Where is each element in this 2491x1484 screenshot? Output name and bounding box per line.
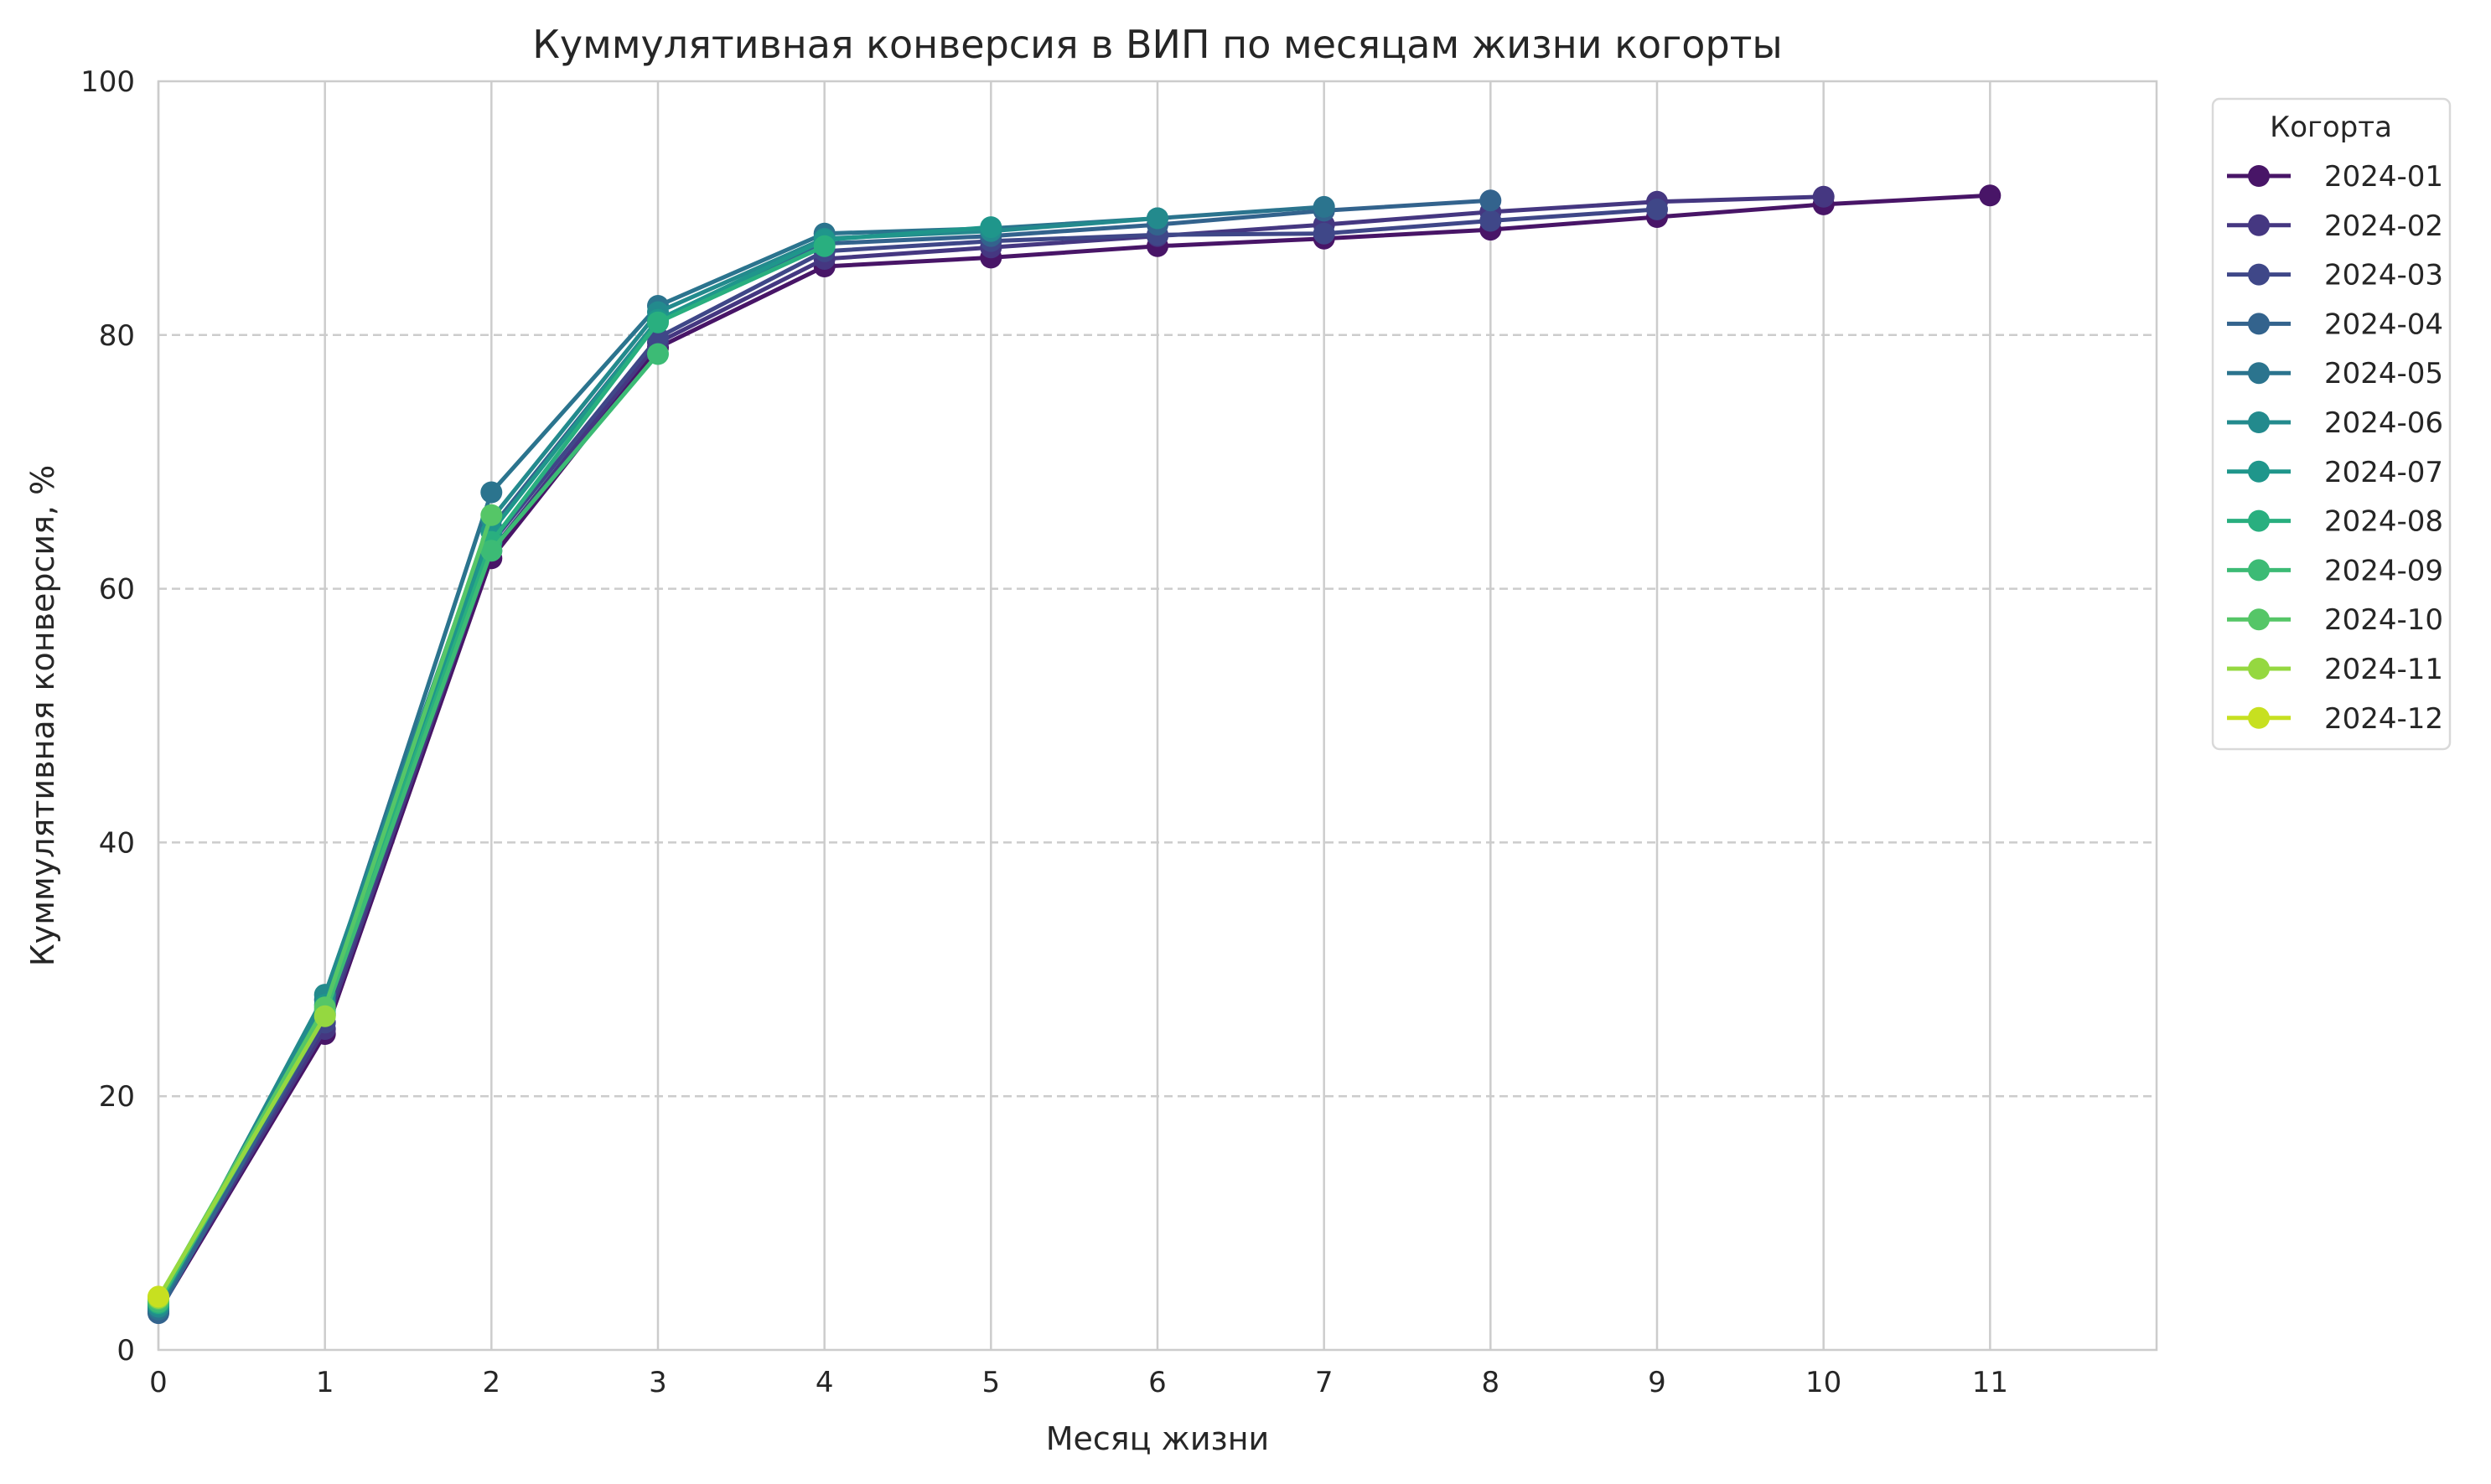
legend-label: 2024-02	[2324, 209, 2443, 243]
data-point	[980, 216, 1002, 239]
legend-item: 2024-11	[2227, 653, 2443, 686]
data-point	[1812, 185, 1835, 208]
legend-item: 2024-05	[2227, 357, 2443, 390]
x-tick-label: 6	[1148, 1366, 1167, 1399]
x-tick-label: 3	[649, 1366, 667, 1399]
data-point	[1646, 198, 1668, 220]
grid	[157, 81, 2157, 1350]
legend-label: 2024-09	[2324, 554, 2443, 587]
legend-marker	[2248, 411, 2270, 433]
series-group	[148, 184, 2002, 1325]
legend-frame	[2211, 97, 2452, 751]
legend-label: 2024-03	[2324, 259, 2443, 292]
legend-label: 2024-01	[2324, 160, 2443, 194]
x-tick-label: 0	[149, 1366, 168, 1399]
series-line	[156, 193, 1991, 1313]
data-point	[647, 343, 669, 365]
data-point	[148, 1285, 169, 1308]
data-point	[480, 504, 503, 526]
data-point	[1479, 189, 1502, 212]
x-tick-label: 11	[1972, 1366, 2008, 1399]
legend-item: 2024-10	[2227, 603, 2443, 637]
legend-marker	[2248, 559, 2270, 582]
legend-item: 2024-08	[2227, 505, 2443, 539]
data-point	[1147, 207, 1168, 230]
data-point	[647, 311, 669, 334]
y-tick-label: 100	[80, 65, 135, 99]
x-tick-label: 4	[816, 1366, 834, 1399]
chart-title: Куммулятивная конверсия в ВИП по месяцам…	[532, 22, 1783, 67]
y-axis-label: Куммулятивная конверсия, %	[24, 465, 61, 966]
legend-marker	[2248, 165, 2270, 187]
data-point	[313, 1005, 336, 1027]
data-point	[1979, 184, 2002, 207]
x-tick-label: 9	[1648, 1366, 1666, 1399]
y-tick-label: 0	[117, 1334, 135, 1368]
legend-item: 2024-07	[2227, 456, 2443, 489]
legend-marker	[2248, 706, 2270, 729]
axis-ticks: 0 1 2 3 4 5 6 7 8 9 10 11 0 20 40 60 80 100	[80, 65, 2008, 1399]
legend-item: 2024-02	[2227, 209, 2443, 243]
data-point	[480, 540, 503, 562]
y-tick-label: 20	[99, 1080, 135, 1114]
legend-label: 2024-11	[2324, 653, 2443, 686]
legend-marker	[2248, 608, 2270, 631]
plot-frame	[157, 80, 2158, 1352]
y-tick-label: 80	[99, 319, 135, 353]
data-point	[480, 481, 503, 504]
legend-marker	[2248, 658, 2270, 680]
x-tick-label: 7	[1315, 1366, 1334, 1399]
series-line	[156, 1015, 327, 1300]
legend-marker	[2248, 460, 2270, 483]
x-axis-label: Месяц жизни	[1046, 1420, 1270, 1457]
legend-label: 2024-10	[2324, 603, 2443, 637]
x-tick-label: 10	[1805, 1366, 1841, 1399]
legend-marker	[2248, 362, 2270, 385]
legend-label: 2024-05	[2324, 357, 2443, 390]
x-tick-label: 8	[1482, 1366, 1500, 1399]
legend-item: 2024-09	[2227, 554, 2443, 587]
legend-item: 2024-03	[2227, 259, 2443, 292]
legend-label: 2024-08	[2324, 505, 2443, 539]
legend-label: 2024-04	[2324, 308, 2443, 341]
legend-marker	[2248, 263, 2270, 286]
legend-marker	[2248, 313, 2270, 335]
x-tick-label: 5	[982, 1366, 1001, 1399]
data-point	[1479, 209, 1502, 232]
y-tick-label: 60	[99, 573, 135, 607]
legend-item: 2024-04	[2227, 308, 2443, 341]
series-2024-12	[148, 1285, 169, 1308]
legend-marker	[2248, 214, 2270, 236]
legend-item: 2024-01	[2227, 160, 2443, 194]
x-tick-label: 2	[483, 1366, 501, 1399]
data-point	[1313, 195, 1335, 218]
y-tick-label: 40	[99, 826, 135, 860]
x-tick-label: 1	[316, 1366, 334, 1399]
legend-title: Когорта	[2270, 111, 2392, 144]
legend-label: 2024-07	[2324, 456, 2443, 489]
legend-label: 2024-06	[2324, 406, 2443, 440]
legend-item: 2024-06	[2227, 406, 2443, 440]
legend-label: 2024-12	[2324, 702, 2443, 736]
legend: Когорта 2024-012024-022024-032024-042024…	[2211, 97, 2452, 751]
legend-marker	[2248, 509, 2270, 532]
data-point	[1313, 222, 1335, 245]
legend-item: 2024-12	[2227, 702, 2443, 736]
data-point	[813, 235, 836, 257]
legend-items: 2024-01 2024-02 2024-03 2024-04 2024-05 2024-…	[2227, 160, 2443, 736]
